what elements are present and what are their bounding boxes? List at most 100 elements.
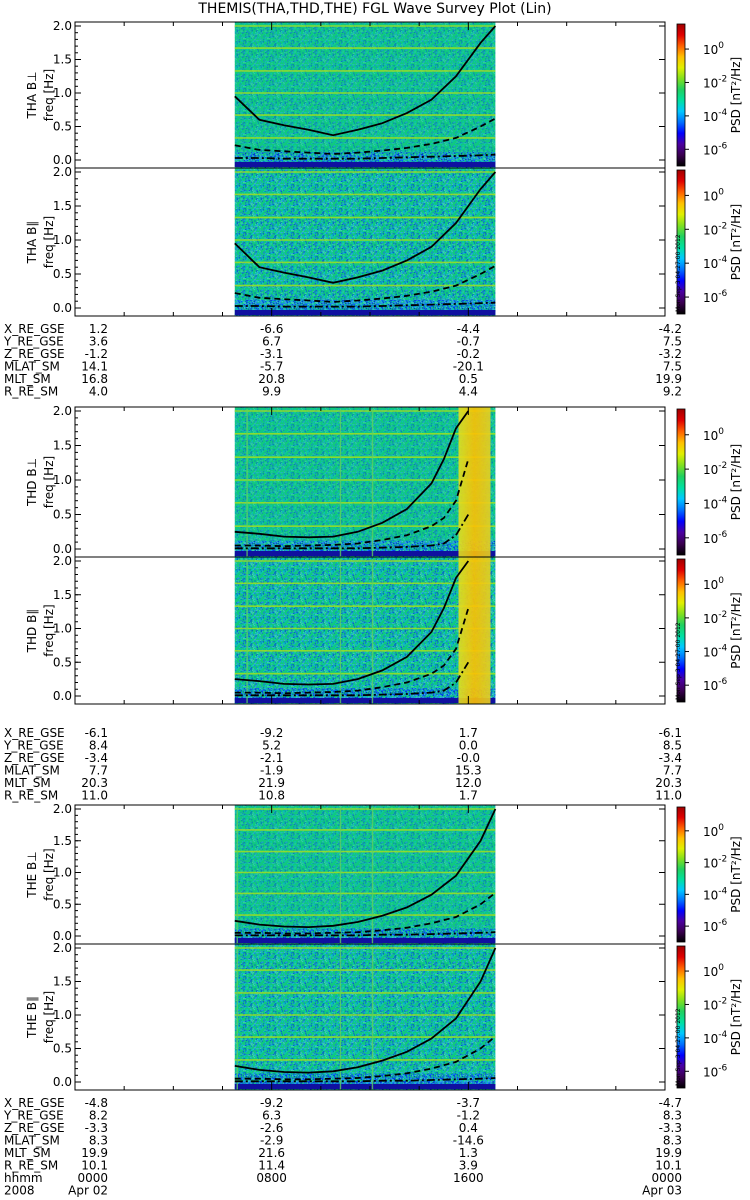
plot-title: THEMIS(THA,THD,THE) FGL Wave Survey Plot… [198, 1, 552, 17]
colorbar-scale [676, 945, 686, 1089]
ion-gyrofrequency-curve [234, 171, 497, 284]
orbit-value: 8.3 [663, 1109, 682, 1123]
oxygen-gyrofrequency-curve [234, 1077, 496, 1083]
orbit-row-name: R_RE_SM [4, 385, 58, 399]
panel-label: THA B∥ [25, 221, 39, 265]
orbit-value: 5.2 [262, 739, 281, 753]
panel-label: THE B⊥ [25, 851, 39, 898]
helium-gyrofrequency-curve [234, 892, 496, 935]
y-tick-label: 1.5 [53, 975, 72, 989]
orbit-row-name: R_RE_SM [4, 1159, 58, 1173]
orbit-row-name: MLT_SM [4, 776, 51, 790]
orbit-value: -3.4 [85, 751, 108, 765]
spectrogram-panel-the-par: 0.0 0.5 1.0 1.5 2.0 THE B∥ freq [Hz] [25, 941, 666, 1091]
orbit-row-name: MLT_SM [4, 1146, 51, 1160]
spectrogram-panel-the-perp: 0.0 0.5 1.0 1.5 2.0 THE B⊥ freq [Hz] [25, 802, 666, 945]
colorbar-label: PSD [nT²/Hz] [729, 979, 743, 1055]
y-tick-label: 2.0 [53, 554, 72, 568]
panel-label: THD B⊥ [25, 458, 39, 507]
orbit-value: 0.4 [459, 1121, 478, 1135]
y-tick-label: 1.0 [53, 233, 72, 247]
orbit-row-name: MLT_SM [4, 372, 51, 386]
spectrogram-panel-tha-par: 0.0 0.5 1.0 1.5 2.0 THA B∥ freq [Hz] [25, 165, 666, 317]
colorbar-scale [676, 408, 686, 556]
orbit-value: 10.1 [655, 1159, 682, 1173]
orbit-value: -6.6 [260, 322, 283, 336]
colorbar-tick-label: 100 [703, 576, 724, 592]
spectrogram-panel-thd-par: 0.0 0.5 1.0 1.5 2.0 THD B∥ freq [Hz] [25, 554, 666, 705]
orbit-value: 8.3 [89, 1134, 108, 1148]
y-tick-label: 1.0 [53, 86, 72, 100]
orbit-table: X_RE_GSE -4.8 -9.2 -3.7 -4.7 Y_RE_GSE 8.2 6.3 -1… [3, 1096, 682, 1173]
orbit-row-name: Y_RE_GSE [3, 739, 64, 753]
oxygen-gyrofrequency-curve [234, 514, 470, 550]
orbit-value: 1.7 [459, 726, 478, 740]
orbit-value: -2.1 [260, 751, 283, 765]
orbit-value: 9.2 [663, 385, 682, 399]
colorbar-tick-label: 10-6 [703, 677, 728, 693]
oxygen-gyrofrequency-curve [234, 661, 470, 697]
ion-gyrofrequency-curve [234, 560, 470, 686]
y-tick-label: 1.5 [53, 199, 72, 213]
spectrogram-noise [234, 168, 496, 316]
y-tick-label: 2.0 [53, 404, 72, 418]
orbit-value: 3.9 [459, 1159, 478, 1173]
colorbar-scale [676, 23, 686, 167]
y-axis-label: freq [Hz] [42, 69, 56, 121]
y-axis-label: freq [Hz] [42, 848, 56, 900]
y-tick-label: 1.0 [53, 473, 72, 487]
low-frequency-band-core [234, 698, 496, 703]
time-tick-label: 0000 [77, 1171, 108, 1185]
orbit-value: 7.5 [663, 335, 682, 349]
colorbar-tick-label: 10-6 [703, 530, 728, 546]
y-tick-label: 1.5 [53, 53, 72, 67]
orbit-value: 9.9 [262, 385, 281, 399]
y-axis-label: freq [Hz] [42, 991, 56, 1043]
colorbar-tick-label: 10-2 [703, 996, 727, 1012]
colorbar-label: PSD [nT²/Hz] [729, 204, 743, 280]
colorbar-tick-label: 10-6 [703, 289, 728, 305]
time-tick-label: 0000 [651, 1171, 682, 1185]
orbit-value: 0.0 [459, 739, 478, 753]
colorbar-label: PSD [nT²/Hz] [729, 592, 743, 668]
orbit-row-name: X_RE_GSE [4, 322, 65, 336]
y-tick-label: 2.0 [53, 941, 72, 955]
orbit-value: -14.6 [453, 1134, 484, 1148]
orbit-value: 4.0 [89, 385, 108, 399]
colorbar-tick-label: 100 [703, 963, 724, 979]
orbit-value: 1.7 [459, 789, 478, 803]
orbit-value: 0.5 [459, 372, 478, 386]
y-tick-label: 0.0 [53, 542, 72, 556]
spectrogram-noise [234, 557, 496, 704]
y-tick-label: 1.0 [53, 1008, 72, 1022]
orbit-value: 3.6 [89, 335, 108, 349]
orbit-value: -0.2 [457, 347, 480, 361]
orbit-value: 6.3 [262, 1109, 281, 1123]
orbit-table: X_RE_GSE -6.1 -9.2 1.7 -6.1 Y_RE_GSE 8.4 5.2 0.0… [3, 726, 682, 803]
colorbar-tick-label: 10-2 [703, 74, 727, 90]
y-tick-label: 2.0 [53, 802, 72, 816]
orbit-value: 7.7 [89, 764, 108, 778]
colorbar-tick-label: 100 [703, 41, 724, 57]
colorbar-tick-label: 10-4 [703, 1030, 728, 1046]
y-tick-label: 0.5 [53, 1042, 72, 1056]
orbit-value: -2.6 [260, 1121, 283, 1135]
orbit-row-name: Z_RE_GSE [4, 347, 65, 361]
oxygen-gyrofrequency-curve [234, 153, 496, 160]
x-axis-ticks [74, 805, 666, 1090]
orbit-value: 11.4 [258, 1159, 285, 1173]
orbit-value: 16.8 [81, 372, 108, 386]
date-label: Apr 02 [68, 1184, 108, 1198]
colorbar-tick-label: 10-4 [703, 255, 728, 271]
orbit-value: -3.3 [659, 1121, 682, 1135]
orbit-value: 10.1 [81, 1159, 108, 1173]
orbit-value: -6.1 [85, 726, 108, 740]
orbit-row-name: Z_RE_GSE [4, 1121, 65, 1135]
high-power-band [458, 407, 491, 557]
